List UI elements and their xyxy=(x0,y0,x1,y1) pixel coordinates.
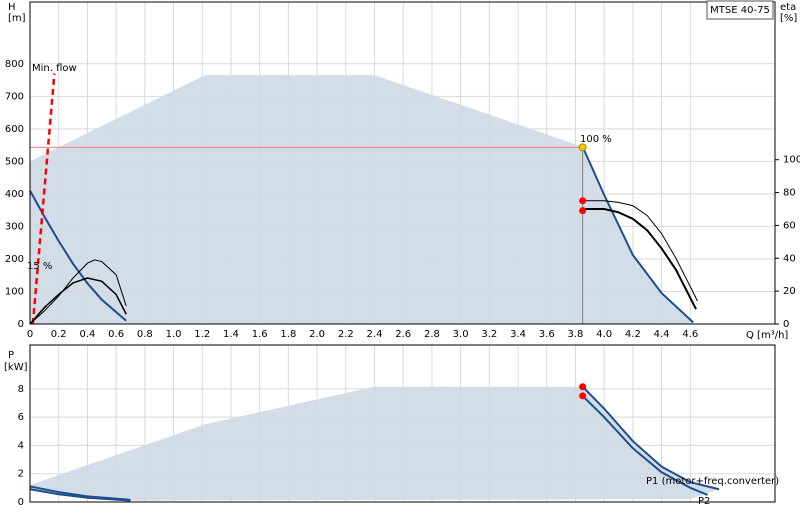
y-tick-label: 300 xyxy=(5,221,24,232)
y-axis-unit: [kW] xyxy=(4,362,28,373)
point xyxy=(578,143,587,152)
operating-range xyxy=(30,75,694,324)
series-label: P1 (motor+freq.converter) xyxy=(646,476,779,487)
y2-tick-label: 100 xyxy=(783,155,800,166)
x-tick-label: 1.0 xyxy=(166,329,182,340)
y2-tick-label: 0 xyxy=(783,319,789,330)
y-tick-label: 100 xyxy=(5,286,24,297)
x-tick-label: 4.2 xyxy=(625,329,641,340)
y2-tick-label: 60 xyxy=(783,220,796,231)
curve xyxy=(581,146,694,324)
point xyxy=(579,392,587,400)
y-tick-label: 500 xyxy=(5,156,24,167)
y2-tick-label: 40 xyxy=(783,253,796,264)
label-box xyxy=(706,0,774,20)
annotation: 15 % xyxy=(27,261,52,272)
point xyxy=(579,207,587,215)
y-tick-label: 400 xyxy=(5,189,24,200)
operating-range xyxy=(30,386,720,501)
y-tick-label: 800 xyxy=(5,59,24,70)
x-tick-label: 2.4 xyxy=(367,329,383,340)
curve xyxy=(582,200,698,302)
x-tick-label: 4.4 xyxy=(654,329,670,340)
curve xyxy=(29,259,127,325)
y-axis-label: P xyxy=(8,350,14,361)
y-tick-label: 0 xyxy=(18,319,24,330)
x-tick-label: 0.8 xyxy=(137,329,153,340)
x-tick-label: 0.2 xyxy=(51,329,67,340)
x-tick-label: 1.8 xyxy=(280,329,296,340)
curve xyxy=(29,488,131,502)
point xyxy=(579,197,587,205)
x-tick-label: 0.6 xyxy=(108,329,124,340)
x-tick-label: 0.4 xyxy=(79,329,95,340)
x-tick-label: 2.6 xyxy=(395,329,411,340)
y-tick-label: 700 xyxy=(5,91,24,102)
series-label: P2 xyxy=(698,496,710,507)
y2-tick-label: 80 xyxy=(783,188,796,199)
curve xyxy=(29,190,127,322)
x-tick-label: 3.2 xyxy=(481,329,497,340)
label-box-text: MTSE 40-75 xyxy=(710,5,770,16)
x-tick-label: 3.0 xyxy=(453,329,469,340)
y-tick-label: 8 xyxy=(18,384,24,395)
y-tick-label: 200 xyxy=(5,254,24,265)
curve xyxy=(582,208,697,310)
y-axis-unit: [m] xyxy=(8,13,26,24)
x-tick-label: 2.0 xyxy=(309,329,325,340)
plot-frame xyxy=(29,1,776,325)
y-tick-label: 600 xyxy=(5,124,24,135)
plot-frame xyxy=(29,344,776,503)
x-tick-label: 2.8 xyxy=(424,329,440,340)
curve xyxy=(31,73,56,325)
annotation: 100 % xyxy=(580,134,612,145)
x-axis-label: Q [m³/h] xyxy=(746,330,788,341)
y-tick-label: 4 xyxy=(18,440,24,451)
curve xyxy=(581,386,720,491)
x-tick-label: 0 xyxy=(27,329,33,340)
y-tick-label: 2 xyxy=(18,469,24,480)
x-tick-label: 4.0 xyxy=(596,329,612,340)
y-tick-label: 6 xyxy=(18,412,24,423)
x-tick-label: 1.6 xyxy=(252,329,268,340)
y2-axis-unit: [%] xyxy=(780,13,797,24)
y2-tick-label: 20 xyxy=(783,286,796,297)
curve xyxy=(29,277,127,325)
y2-axis-label: eta xyxy=(780,2,796,13)
x-tick-label: 2.2 xyxy=(338,329,354,340)
point xyxy=(579,383,587,391)
y-axis-label: H xyxy=(8,2,16,13)
x-tick-label: 4.6 xyxy=(682,329,698,340)
curve xyxy=(581,395,708,496)
x-tick-label: 3.6 xyxy=(539,329,555,340)
x-tick-label: 1.2 xyxy=(194,329,210,340)
curve xyxy=(29,485,131,501)
x-tick-label: 3.8 xyxy=(568,329,584,340)
x-tick-label: 3.4 xyxy=(510,329,526,340)
annotation: Min. flow xyxy=(32,63,77,74)
y-tick-label: 0 xyxy=(18,497,24,508)
x-tick-label: 1.4 xyxy=(223,329,239,340)
